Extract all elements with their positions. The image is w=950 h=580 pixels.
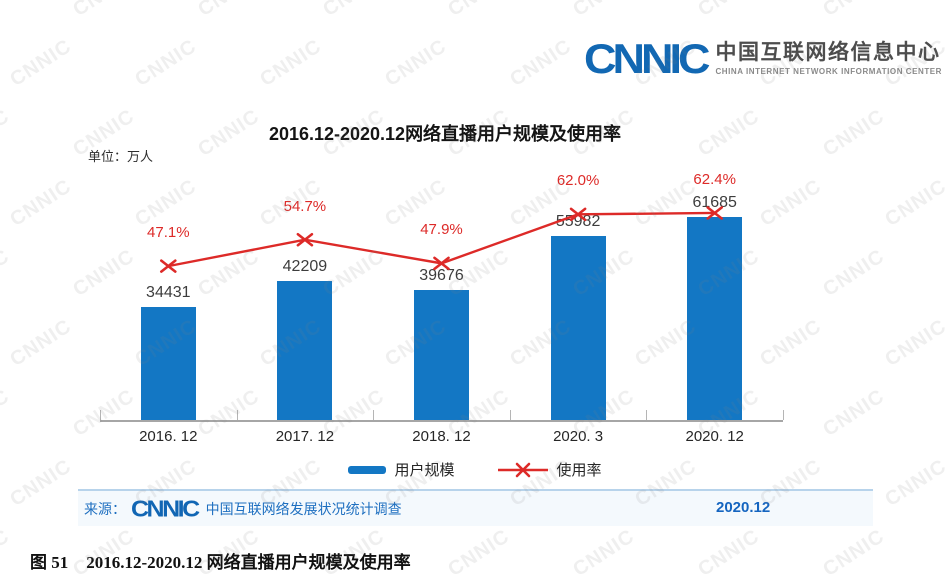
bar-value-label: 42209 <box>282 258 328 276</box>
cnnic-watermark: CNNIC <box>694 525 764 580</box>
bar-value-label: 39676 <box>419 266 464 284</box>
axis-tick <box>646 410 648 420</box>
line-value-label: 62.4% <box>693 170 736 188</box>
cnnic-watermark: CNNIC <box>131 35 201 91</box>
cnnic-logo: CNNIC 中国互联网络信息中心 CHINA INTERNET NETWORK … <box>584 36 942 81</box>
cnnic-watermark: CNNIC <box>881 175 950 231</box>
cnnic-watermark: CNNIC <box>819 525 889 580</box>
legend: 用户规模 使用率 <box>0 459 950 480</box>
cnnic-watermark: CNNIC <box>881 315 950 371</box>
axis-tick <box>100 410 101 420</box>
x-axis-label: 2020. 3 <box>553 428 604 445</box>
logo-cn-text: 中国互联网络信息中心 <box>715 40 941 64</box>
axis-tick <box>509 410 511 420</box>
line-value-label: 54.7% <box>283 197 327 215</box>
source-survey-name: 中国互联网络发展状况统计调查 <box>205 501 402 517</box>
cnnic-watermark: CNNIC <box>381 35 451 91</box>
cnnic-watermark: CNNIC <box>0 385 14 441</box>
cnnic-watermark: CNNIC <box>0 525 14 580</box>
bar-3 <box>550 235 606 421</box>
cnnic-watermark: CNNIC <box>0 245 14 301</box>
axis-tick <box>236 410 238 420</box>
bar-0 <box>140 307 196 421</box>
x-axis-label: 2020. 12 <box>685 428 744 445</box>
bar-swatch-icon <box>348 465 387 474</box>
source-divider <box>78 489 873 491</box>
cnnic-watermark: CNNIC <box>819 245 889 301</box>
x-axis-label: 2018. 12 <box>412 428 471 445</box>
legend-item-usage-rate: 使用率 <box>497 459 602 480</box>
bar-value-label: 61685 <box>692 194 737 211</box>
cnnic-watermark: CNNIC <box>0 0 14 22</box>
axis-tick <box>783 410 784 420</box>
cnnic-watermark: CNNIC <box>69 0 139 22</box>
legend-item-user-scale: 用户规模 <box>348 459 455 480</box>
bar-2 <box>414 289 469 421</box>
cnnic-watermark: CNNIC <box>319 0 389 22</box>
line-value-label: 47.1% <box>147 224 190 242</box>
unit-label: 单位：万人 <box>88 149 154 164</box>
report-date: 2020.12 <box>716 499 771 516</box>
cnnic-watermark: CNNIC <box>694 0 764 22</box>
legend-label-usage-rate: 使用率 <box>556 462 602 479</box>
cnnic-watermark: CNNIC <box>6 175 76 231</box>
line-marker-icon <box>296 232 314 247</box>
x-axis-label: 2017. 12 <box>275 428 335 445</box>
x-axis-label: 2016. 12 <box>139 428 198 445</box>
cnnic-watermark: CNNIC <box>819 385 889 441</box>
line-x-marker-icon <box>497 462 548 477</box>
figure-caption-text: 2016.12-2020.12 网络直播用户规模及使用率 <box>86 553 411 572</box>
source-cnnic-logo: CNNIC <box>131 495 200 522</box>
cnnic-watermark: CNNIC <box>569 525 639 580</box>
axis-tick <box>373 410 375 420</box>
cnnic-wordmark: CNNIC <box>583 35 710 82</box>
cnnic-watermark: CNNIC <box>256 35 326 91</box>
source-band <box>78 489 873 526</box>
x-axis-line <box>100 420 783 422</box>
cnnic-watermark: CNNIC <box>756 315 826 371</box>
figure-caption-label: 图 51 <box>30 553 69 572</box>
logo-text-block: 中国互联网络信息中心 CHINA INTERNET NETWORK INFORM… <box>715 41 942 76</box>
bar-value-label: 55982 <box>555 212 601 230</box>
line-marker-icon <box>160 259 177 273</box>
cnnic-watermark: CNNIC <box>444 525 514 580</box>
source-row: 来源： CNNIC 中国互联网络发展状况统计调查 <box>84 495 402 523</box>
figure-caption: 图 51 2016.12-2020.12 网络直播用户规模及使用率 <box>30 548 411 573</box>
cnnic-watermark: CNNIC <box>506 35 576 91</box>
line-value-label: 62.0% <box>556 172 600 190</box>
line-value-label: 47.9% <box>420 221 463 239</box>
bar-value-label: 34431 <box>146 284 191 302</box>
cnnic-watermark: CNNIC <box>444 0 514 22</box>
cnnic-watermark: CNNIC <box>819 0 889 22</box>
cnnic-watermark: CNNIC <box>6 35 76 91</box>
legend-label-user-scale: 用户规模 <box>394 462 455 479</box>
bar-1 <box>277 281 333 421</box>
cnnic-watermark: CNNIC <box>194 0 264 22</box>
cnnic-watermark: CNNIC <box>569 0 639 22</box>
cnnic-watermark: CNNIC <box>6 315 76 371</box>
source-prefix: 来源： <box>84 501 126 517</box>
bar-4 <box>687 217 743 421</box>
chart-title: 2016.12-2020.12网络直播用户规模及使用率 <box>268 124 622 144</box>
logo-en-text: CHINA INTERNET NETWORK INFORMATION CENTE… <box>715 67 942 77</box>
